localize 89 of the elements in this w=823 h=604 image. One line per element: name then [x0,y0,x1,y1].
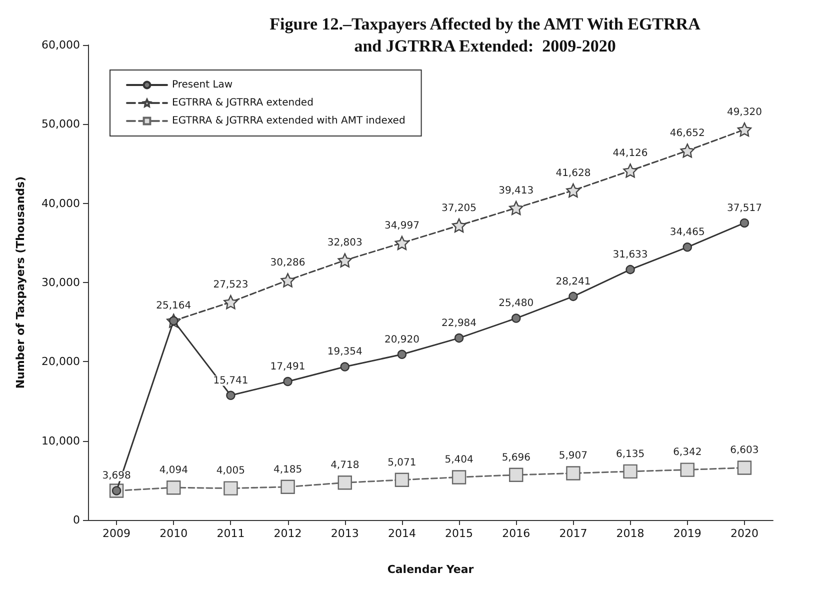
data-label: 19,354 [327,346,362,358]
x-tick-label: 2015 [445,527,474,540]
data-label: 34,997 [384,220,420,232]
point [737,460,752,475]
x-tick-label: 2020 [730,527,758,540]
y-tick-label: 40,000 [42,196,80,210]
data-label: 49,320 [726,106,762,118]
point [338,253,352,268]
point [454,333,464,343]
data-label: 4,005 [216,466,246,477]
data-label: 44,126 [612,148,648,160]
data-label: 4,185 [273,464,302,476]
data-label: 31,633 [612,249,648,260]
x-tick-label: 2019 [673,527,702,540]
point [166,480,181,495]
data-label: 39,413 [498,185,534,196]
point [623,464,638,479]
x-tick-label: 2013 [330,527,359,540]
point [566,183,580,198]
data-label: 5,907 [558,450,588,462]
point [340,362,350,372]
point [397,350,407,359]
data-label: 6,603 [730,445,759,456]
data-label: 22,984 [442,318,477,329]
data-label: 25,164 [156,300,192,312]
x-tick-label: 2009 [102,527,131,540]
y-tick-label: 50,000 [42,118,80,131]
x-tick-label: 2010 [160,527,188,540]
point [682,242,692,252]
data-label: 17,491 [270,361,306,372]
x-tick-label: 2016 [502,527,530,540]
y-tick-label: 30,000 [42,276,80,289]
data-label: 5,696 [502,452,530,464]
y-tick-label: 10,000 [42,434,80,448]
point [680,144,694,158]
point [224,295,238,310]
x-tick-label: 2011 [216,527,245,540]
point [226,390,236,400]
point [394,236,410,250]
y-tick-label: 60,000 [42,38,80,52]
point [338,476,352,490]
data-label: 37,205 [442,202,477,214]
data-label: 4,094 [159,464,188,476]
x-tick-label: 2014 [388,527,416,540]
point [740,218,750,228]
point [509,200,524,216]
point [512,314,521,323]
data-label: 4,718 [330,460,360,472]
data-label: 46,652 [670,128,705,140]
point [626,264,635,274]
point [280,273,295,288]
point [394,472,410,487]
y-tick-label: 20,000 [42,355,80,368]
point [568,292,578,302]
data-label: 32,803 [327,238,362,249]
data-label: 30,286 [270,258,306,269]
data-label: 37,517 [726,202,762,214]
point [623,164,638,178]
point [452,470,466,484]
point [680,462,694,477]
x-tick-label: 2017 [559,527,588,540]
data-label: 27,523 [213,280,248,291]
y-axis-title: Number of Taxpayers (Thousands) [14,176,27,389]
point [737,122,752,137]
data-label: 5,071 [388,457,416,468]
data-label: 15,741 [213,375,248,386]
x-axis-title: Calendar Year [387,563,474,576]
y-tick-label: 0 [73,514,80,526]
data-label: 5,404 [444,454,474,466]
data-label: 6,342 [673,447,702,458]
data-label: 6,135 [616,448,645,460]
point [509,468,524,482]
x-tick-label: 2018 [616,527,644,540]
data-label: 41,628 [556,168,591,179]
data-label: 34,465 [670,227,705,238]
legend-label: Present Law [172,80,233,90]
legend-label: EGTRRA & JGTRRA extended with AMT indexed [172,116,406,126]
point [566,466,580,480]
point [280,480,295,494]
data-label: 25,480 [498,298,534,310]
point [224,481,238,496]
legend-label: EGTRRA & JGTRRA extended [172,98,314,108]
data-label: 3,698 [102,470,131,482]
data-label: 20,920 [384,334,420,346]
x-tick-label: 2012 [274,527,302,540]
chart-title: Figure 12.–Taxpayers Affected by the AMT With EGTRRA and JGTRRA Extended: 2009-2020 [270,14,702,56]
point [283,376,292,386]
data-label: 28,241 [556,276,591,288]
point [452,218,466,233]
